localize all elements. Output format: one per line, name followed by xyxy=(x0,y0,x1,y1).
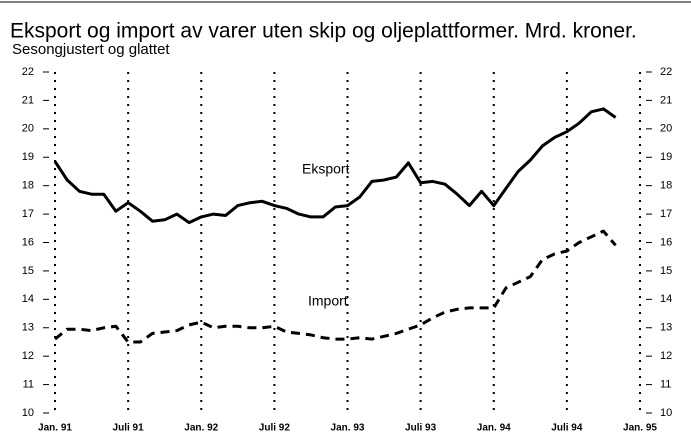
y-tick-label: 16 xyxy=(660,236,672,248)
y-tick-label: 13 xyxy=(22,322,34,334)
y-tick-label: 17 xyxy=(660,208,672,220)
y-tick-label: 20 xyxy=(660,123,672,135)
x-tick-label: Juli 93 xyxy=(405,423,437,434)
y-tick-label: 18 xyxy=(660,180,672,192)
chart-title: Eksport og import av varer uten skip og … xyxy=(10,20,637,43)
line xyxy=(54,229,617,344)
x-tick-label: Jan. 92 xyxy=(184,423,218,434)
y-tick-label: 22 xyxy=(660,66,672,78)
y-tick-label: 10 xyxy=(660,407,672,419)
chart-subtitle: Sesongjustert og glattet xyxy=(12,41,170,58)
y-tick-label: 21 xyxy=(660,94,672,106)
x-tick-label: Jan. 94 xyxy=(477,423,511,434)
y-tick-label: 11 xyxy=(23,378,34,390)
y-tick-label: 11 xyxy=(660,378,671,390)
y-tick-label: 17 xyxy=(22,208,34,220)
y-tick-label: 10 xyxy=(22,407,34,419)
annotation: Import xyxy=(308,293,348,309)
y-tick-label: 14 xyxy=(660,293,672,305)
line xyxy=(53,107,617,225)
y-tick-label: 20 xyxy=(22,123,34,135)
y-tick-label: 19 xyxy=(660,151,672,163)
annotation: Eksport xyxy=(302,161,350,177)
x-tick-label: Jan. 95 xyxy=(623,423,657,434)
y-tick-label: 13 xyxy=(660,322,672,334)
x-tick-label: Jan. 91 xyxy=(38,423,72,434)
y-tick-label: 19 xyxy=(22,151,34,163)
y-tick-label: 12 xyxy=(660,350,672,362)
y-tick-label: 22 xyxy=(22,66,34,78)
y-tick-label: 21 xyxy=(22,94,34,106)
y-tick-label: 15 xyxy=(660,265,672,277)
y-tick-label: 18 xyxy=(22,180,34,192)
x-tick-label: Jan. 93 xyxy=(331,423,365,434)
x-tick-label: Juli 91 xyxy=(113,423,145,434)
y-tick-label: 16 xyxy=(22,236,34,248)
x-tick-label: Juli 94 xyxy=(551,423,583,434)
y-tick-label: 15 xyxy=(22,265,34,277)
x-tick-label: Juli 92 xyxy=(259,423,291,434)
y-tick-label: 12 xyxy=(22,350,34,362)
y-tick-label: 14 xyxy=(22,293,34,305)
